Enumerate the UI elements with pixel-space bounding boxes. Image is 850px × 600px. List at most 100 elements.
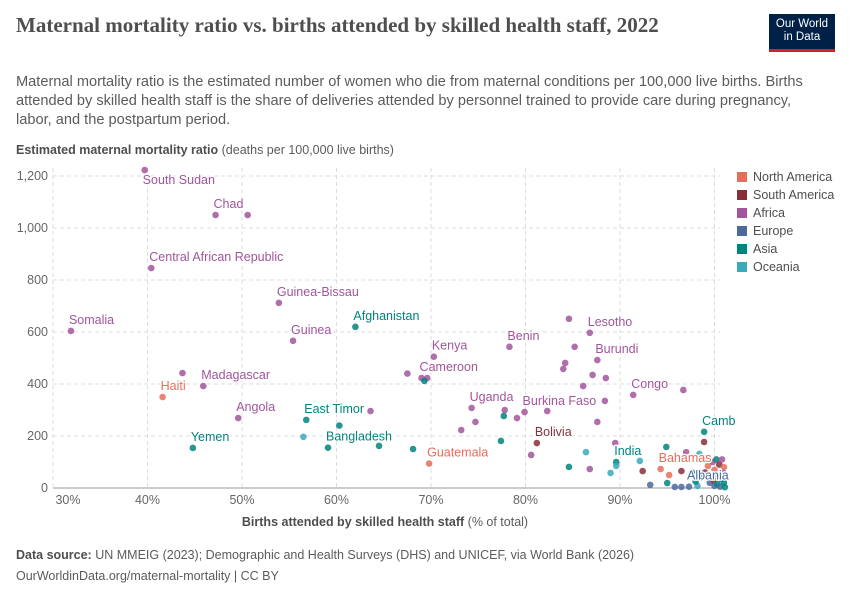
data-point[interactable] xyxy=(601,397,609,405)
data-point[interactable] xyxy=(579,382,587,390)
data-point[interactable] xyxy=(665,471,673,479)
data-point[interactable] xyxy=(421,377,428,385)
data-point[interactable] xyxy=(688,469,696,476)
data-point[interactable] xyxy=(713,456,720,463)
data-point[interactable] xyxy=(720,463,728,471)
point-label: Guinea-Bissau xyxy=(277,285,359,299)
data-point[interactable] xyxy=(179,369,186,377)
data-point[interactable] xyxy=(682,448,690,456)
data-point[interactable] xyxy=(425,460,433,467)
data-point[interactable] xyxy=(141,166,148,174)
data-point[interactable] xyxy=(565,463,573,471)
data-point[interactable] xyxy=(586,329,594,337)
data-point[interactable] xyxy=(685,483,693,491)
data-point[interactable] xyxy=(468,404,475,412)
data-point[interactable] xyxy=(639,467,646,475)
data-point[interactable] xyxy=(700,438,708,446)
data-point[interactable] xyxy=(289,337,297,345)
data-point[interactable] xyxy=(513,414,521,422)
data-point[interactable] xyxy=(565,315,573,323)
legend-item[interactable]: South America xyxy=(737,186,834,204)
data-point[interactable] xyxy=(692,478,699,485)
data-point[interactable] xyxy=(533,439,541,447)
data-point[interactable] xyxy=(711,466,718,474)
point-label: Burkina Faso xyxy=(523,394,597,408)
data-point[interactable] xyxy=(543,407,551,415)
data-point[interactable] xyxy=(199,382,207,390)
data-point[interactable] xyxy=(234,414,242,422)
data-point[interactable] xyxy=(589,371,596,379)
data-point[interactable] xyxy=(594,356,601,364)
x-tick-label: 40% xyxy=(135,493,160,507)
legend-item[interactable]: Asia xyxy=(737,240,834,258)
owid-logo[interactable]: Our World in Data xyxy=(769,14,835,52)
data-point[interactable] xyxy=(663,443,670,451)
data-point[interactable] xyxy=(704,462,712,470)
data-point[interactable] xyxy=(680,386,687,394)
data-point[interactable] xyxy=(159,393,166,401)
data-point[interactable] xyxy=(607,469,614,477)
point-label: Afghanistan xyxy=(353,309,419,323)
data-point[interactable] xyxy=(352,323,359,331)
data-point[interactable] xyxy=(506,343,513,351)
data-point[interactable] xyxy=(409,445,417,453)
data-point[interactable] xyxy=(671,483,679,491)
legend-swatch xyxy=(737,226,747,236)
data-point[interactable] xyxy=(629,391,637,399)
data-point[interactable] xyxy=(189,444,197,452)
legend-swatch xyxy=(737,262,747,272)
legend-item[interactable]: North America xyxy=(737,168,834,186)
data-point[interactable] xyxy=(612,462,620,470)
data-point[interactable] xyxy=(586,465,594,473)
data-point[interactable] xyxy=(300,433,307,441)
data-point[interactable] xyxy=(696,450,703,458)
data-point[interactable] xyxy=(560,365,567,373)
data-point[interactable] xyxy=(636,457,644,465)
legend-item[interactable]: Oceania xyxy=(737,258,834,276)
data-point[interactable] xyxy=(430,353,438,361)
data-point[interactable] xyxy=(500,412,508,420)
data-point[interactable] xyxy=(375,442,383,450)
data-point[interactable] xyxy=(700,428,708,436)
legend-label: Europe xyxy=(753,224,794,238)
data-point[interactable] xyxy=(302,416,310,424)
data-point[interactable] xyxy=(602,374,610,382)
data-point[interactable] xyxy=(722,473,730,480)
data-point[interactable] xyxy=(501,406,509,414)
data-point[interactable] xyxy=(646,481,654,489)
data-point[interactable] xyxy=(521,408,528,416)
legend-label: North America xyxy=(753,170,833,184)
data-point[interactable] xyxy=(324,444,332,452)
data-point[interactable] xyxy=(561,359,569,367)
data-point[interactable] xyxy=(582,448,590,456)
data-point[interactable] xyxy=(594,418,601,426)
scatter-plot: 0 200 400 600 800 1,000 1,200 30% 40% 50% 60% 70% 80… xyxy=(17,166,735,507)
data-point[interactable] xyxy=(701,469,709,476)
data-point[interactable] xyxy=(527,451,535,459)
data-point[interactable] xyxy=(336,422,343,429)
data-point[interactable] xyxy=(67,327,75,335)
data-point[interactable] xyxy=(497,437,505,445)
data-point[interactable] xyxy=(147,264,155,272)
data-point[interactable] xyxy=(657,465,664,473)
data-point[interactable] xyxy=(472,418,479,426)
legend-item[interactable]: Europe xyxy=(737,222,834,240)
point-label: Madagascar xyxy=(201,368,270,382)
data-point[interactable] xyxy=(611,439,619,447)
data-point[interactable] xyxy=(244,211,251,219)
data-point[interactable] xyxy=(721,483,729,491)
data-point[interactable] xyxy=(697,474,705,481)
data-point[interactable] xyxy=(571,343,578,351)
data-point[interactable] xyxy=(678,467,685,475)
data-point[interactable] xyxy=(678,483,685,491)
legend-item[interactable]: Africa xyxy=(737,204,834,222)
data-point[interactable] xyxy=(718,456,726,463)
data-point[interactable] xyxy=(663,479,671,487)
x-tick-label: 90% xyxy=(607,493,632,507)
data-point[interactable] xyxy=(212,211,219,219)
data-point[interactable] xyxy=(275,299,283,307)
data-point[interactable] xyxy=(404,370,411,377)
data-point[interactable] xyxy=(367,407,374,415)
url-license[interactable]: OurWorldinData.org/maternal-mortality | … xyxy=(16,569,279,583)
data-point[interactable] xyxy=(457,426,465,434)
